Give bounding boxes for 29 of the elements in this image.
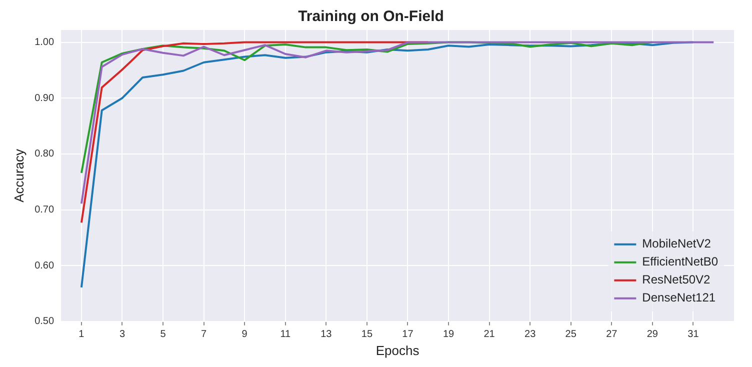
y-tick-label: 0.60 bbox=[34, 260, 54, 272]
x-tick-label: 29 bbox=[646, 329, 658, 340]
x-tick-label: 3 bbox=[119, 329, 126, 340]
x-tick-label: 19 bbox=[442, 329, 455, 340]
x-tick-label: 25 bbox=[565, 329, 577, 340]
y-tick-label: 0.70 bbox=[34, 204, 54, 216]
y-tick-label: 1.00 bbox=[34, 37, 54, 48]
x-tick-label: 11 bbox=[280, 329, 291, 340]
chart-title: Training on On-Field bbox=[298, 8, 444, 26]
y-tick-label: 0.80 bbox=[34, 148, 54, 160]
x-tick-label: 23 bbox=[524, 329, 536, 340]
x-tick-label: 13 bbox=[320, 329, 332, 340]
x-axis-title: Epochs bbox=[376, 342, 420, 358]
x-tick-label: 7 bbox=[201, 329, 208, 340]
legend-label: DenseNet121 bbox=[642, 290, 716, 305]
x-tick-label: 15 bbox=[361, 329, 373, 340]
y-axis-title: Accuracy bbox=[11, 148, 26, 202]
legend-label: EfficientNetB0 bbox=[642, 254, 718, 269]
x-tick-label: 9 bbox=[242, 329, 248, 340]
x-tick-label: 17 bbox=[402, 329, 414, 340]
x-tick-label: 21 bbox=[484, 329, 496, 340]
x-tick-label: 31 bbox=[688, 329, 700, 340]
legend-label: MobileNetV2 bbox=[642, 236, 712, 251]
x-tick-label: 1 bbox=[78, 329, 85, 340]
y-tick-label: 0.90 bbox=[34, 92, 54, 104]
x-tick-label: 27 bbox=[606, 329, 618, 340]
x-tick-label: 5 bbox=[160, 329, 166, 340]
y-tick-label: 0.50 bbox=[34, 316, 54, 328]
legend-label: ResNet50V2 bbox=[642, 272, 711, 287]
